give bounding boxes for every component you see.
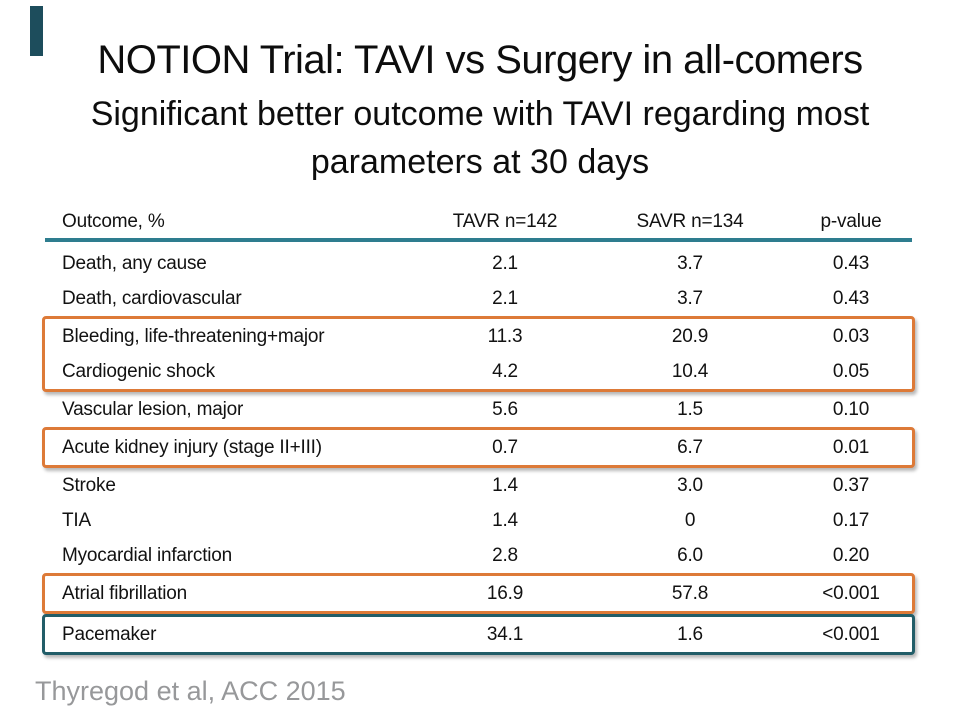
tavr-cell: 2.1 xyxy=(492,252,518,274)
page-title: NOTION Trial: TAVI vs Surgery in all-com… xyxy=(97,38,863,82)
table-row: Cardiogenic shock 4.2 10.4 0.05 xyxy=(45,354,912,389)
tavr-cell: 34.1 xyxy=(486,623,524,645)
tavr-cell: 11.3 xyxy=(487,325,523,347)
savr-cell: 1.6 xyxy=(677,623,703,645)
highlight-box-orange: Bleeding, life-threatening+major 11.3 20… xyxy=(42,316,915,392)
tavr-cell: 2.8 xyxy=(492,544,518,566)
tavr-cell: 1.4 xyxy=(492,509,518,531)
savr-cell: 6.7 xyxy=(677,436,703,458)
table-row: Bleeding, life-threatening+major 11.3 20… xyxy=(45,319,912,354)
pvalue-cell: 0.20 xyxy=(832,544,870,566)
outcome-cell: Atrial fibrillation xyxy=(62,582,188,604)
savr-cell: 57.8 xyxy=(671,582,709,604)
table-row: Pacemaker 34.1 1.6 <0.001 xyxy=(45,617,912,652)
outcome-cell: Myocardial infarction xyxy=(62,544,233,566)
column-header-outcome: Outcome, % xyxy=(62,210,165,232)
tavr-cell: 4.2 xyxy=(492,360,518,382)
pvalue-cell: 0.43 xyxy=(832,252,870,274)
outcome-cell: Stroke xyxy=(62,474,116,496)
outcome-cell: Death, any cause xyxy=(62,252,207,274)
pvalue-cell: 0.43 xyxy=(832,287,870,309)
outcome-cell: TIA xyxy=(62,509,91,531)
outcome-cell: Death, cardiovascular xyxy=(62,287,242,309)
savr-cell: 10.4 xyxy=(671,360,709,382)
outcome-cell: Acute kidney injury (stage II+III) xyxy=(62,436,322,458)
table-row: Stroke 1.4 3.0 0.37 xyxy=(45,468,912,503)
savr-cell: 3.0 xyxy=(677,474,703,496)
savr-cell: 3.7 xyxy=(677,287,703,309)
savr-cell: 0 xyxy=(684,509,696,531)
table-row: Acute kidney injury (stage II+III) 0.7 6… xyxy=(45,430,912,465)
highlight-box-teal: Pacemaker 34.1 1.6 <0.001 xyxy=(42,614,915,655)
outcome-cell: Pacemaker xyxy=(62,623,157,645)
subtitle-line-1: Significant better outcome with TAVI reg… xyxy=(90,95,870,133)
slide-subtitle: Significant better outcome with TAVI reg… xyxy=(0,90,960,186)
savr-cell: 1.5 xyxy=(677,398,703,420)
pvalue-cell: 0.10 xyxy=(832,398,870,420)
column-header-savr: SAVR n=134 xyxy=(636,210,744,232)
table-row: Myocardial infarction 2.8 6.0 0.20 xyxy=(45,538,912,573)
tavr-cell: 16.9 xyxy=(486,582,524,604)
tavr-cell: 5.6 xyxy=(492,398,518,420)
savr-cell: 3.7 xyxy=(677,252,703,274)
pvalue-cell: 0.37 xyxy=(832,474,870,496)
citation: Thyregod et al, ACC 2015 xyxy=(35,676,346,706)
subtitle-line-2: parameters at 30 days xyxy=(310,143,650,181)
tavr-cell: 0.7 xyxy=(492,436,518,458)
table-body: Death, any cause 2.1 3.7 0.43 Death, car… xyxy=(42,242,915,655)
table-header-row: Outcome, % TAVR n=142 SAVR n=134 p-value xyxy=(45,205,912,242)
accent-bar xyxy=(30,6,43,56)
pvalue-cell: 0.03 xyxy=(832,325,870,347)
outcome-cell: Bleeding, life-threatening+major xyxy=(62,325,325,347)
results-table: Outcome, % TAVR n=142 SAVR n=134 p-value… xyxy=(42,205,915,655)
highlight-box-orange: Atrial fibrillation 16.9 57.8 <0.001 xyxy=(42,573,915,614)
highlight-box-orange: Acute kidney injury (stage II+III) 0.7 6… xyxy=(42,427,915,468)
column-header-pvalue: p-value xyxy=(820,210,882,232)
table-row: Death, any cause 2.1 3.7 0.43 xyxy=(45,246,912,281)
savr-cell: 6.0 xyxy=(677,544,703,566)
pvalue-cell: 0.17 xyxy=(832,509,870,531)
savr-cell: 20.9 xyxy=(671,325,709,347)
table-row: Death, cardiovascular 2.1 3.7 0.43 xyxy=(45,281,912,316)
table-row: Atrial fibrillation 16.9 57.8 <0.001 xyxy=(45,576,912,611)
pvalue-cell: <0.001 xyxy=(822,623,880,645)
tavr-cell: 1.4 xyxy=(492,474,518,496)
pvalue-cell: <0.001 xyxy=(822,582,880,604)
outcome-cell: Cardiogenic shock xyxy=(62,360,215,382)
column-header-tavr: TAVR n=142 xyxy=(452,210,558,232)
pvalue-cell: 0.01 xyxy=(832,436,870,458)
table-row: Vascular lesion, major 5.6 1.5 0.10 xyxy=(45,392,912,427)
table-row: TIA 1.4 0 0.17 xyxy=(45,503,912,538)
tavr-cell: 2.1 xyxy=(492,287,518,309)
pvalue-cell: 0.05 xyxy=(832,360,870,382)
outcome-cell: Vascular lesion, major xyxy=(62,398,244,420)
